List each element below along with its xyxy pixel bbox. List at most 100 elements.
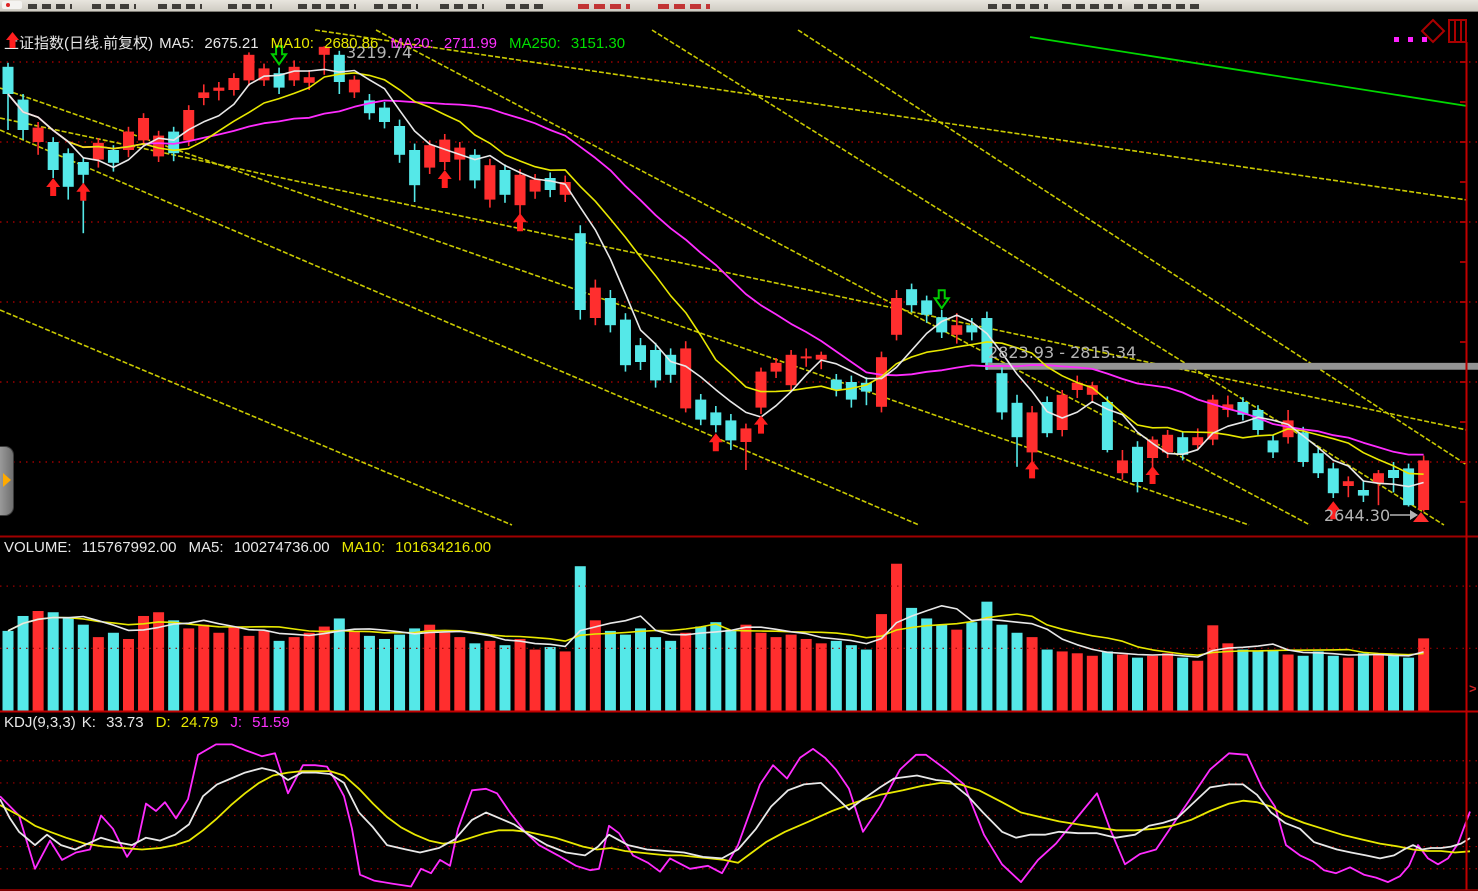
volume-bar — [379, 638, 390, 711]
trendline — [375, 29, 1311, 526]
candle-body — [830, 379, 842, 390]
candle-body — [589, 287, 601, 318]
volume-bar — [665, 640, 677, 711]
volume-bar — [1207, 625, 1219, 711]
candle-body — [1041, 402, 1053, 434]
candle-body — [650, 350, 662, 381]
candle-body — [348, 79, 360, 93]
ma10-line — [7, 72, 1424, 475]
candle-body — [32, 127, 44, 142]
ma20-legend: MA20: 2711.99 — [390, 35, 497, 52]
volume-bar — [32, 610, 44, 711]
ma250-line — [1029, 36, 1468, 107]
buy-signal-icon — [513, 213, 528, 232]
candle-body — [996, 373, 1008, 413]
candle-body — [936, 317, 948, 333]
volume-bar — [966, 622, 978, 711]
volume-bar — [800, 638, 812, 711]
menu-item-fragment[interactable] — [228, 4, 272, 9]
menu-bar[interactable] — [0, 0, 1478, 12]
volume-bar — [785, 634, 797, 711]
candle-body — [1116, 460, 1128, 474]
buy-signal-icon — [1145, 466, 1160, 484]
candle-body — [815, 354, 827, 360]
menu-item-fragment[interactable] — [1062, 4, 1122, 9]
volume-bar — [168, 620, 180, 711]
volume-bar — [1192, 660, 1204, 711]
volume-bar — [921, 618, 933, 711]
candle-body — [62, 153, 74, 187]
volume-bar — [845, 645, 857, 711]
candle-body — [409, 150, 421, 186]
volume-bar — [1357, 653, 1369, 711]
candle-body — [981, 318, 993, 363]
app-logo-icon — [2, 1, 22, 9]
candle-body — [1372, 473, 1384, 483]
kdj-panel-legend: KDJ(9,3,3) K: 33.73 D: 24.79 J: 51.59 — [4, 714, 302, 731]
menu-item-fragment[interactable] — [28, 4, 72, 9]
candle-body — [785, 354, 797, 386]
menu-item-fragment[interactable] — [440, 4, 484, 9]
menu-item-fragment[interactable] — [374, 4, 418, 9]
ma20-line — [7, 93, 1424, 456]
volume-bar — [363, 635, 375, 711]
menu-button-fragment[interactable] — [658, 4, 710, 9]
volume-legend: VOLUME: 115767992.00 — [4, 539, 177, 556]
menu-item-fragment[interactable] — [1134, 4, 1204, 9]
menu-item-fragment[interactable] — [158, 4, 202, 9]
volume-bar — [348, 630, 360, 711]
diamond-icon[interactable] — [1420, 18, 1446, 44]
volume-bar — [1026, 637, 1038, 711]
candle-body — [394, 126, 406, 155]
menu-item-fragment[interactable] — [92, 4, 136, 9]
candle-body — [1327, 468, 1339, 494]
volume-bar — [559, 651, 571, 711]
candle-body — [1357, 490, 1369, 496]
candle-body — [303, 77, 315, 83]
volume-bar — [1177, 657, 1189, 711]
sell-signal-icon — [932, 289, 951, 310]
candle-body — [168, 131, 180, 154]
more-options-icon[interactable] — [1394, 37, 1428, 43]
volume-bar — [755, 632, 767, 711]
volume-panel-legend: VOLUME: 115767992.00 MA5: 100274736.00 MA1… — [4, 539, 503, 556]
candle-body — [1147, 439, 1159, 458]
candle-body — [1056, 394, 1068, 430]
candle-body — [1192, 437, 1204, 446]
menu-button-fragment[interactable] — [578, 4, 630, 9]
candle-body — [17, 99, 29, 130]
price-band — [985, 362, 1478, 370]
ma250-legend: MA250: 3151.30 — [509, 35, 626, 52]
volume-bar — [574, 566, 586, 711]
candle-body — [680, 348, 692, 409]
scroll-right-glyph[interactable]: > — [1469, 681, 1477, 696]
candle-body — [695, 399, 707, 420]
tile-windows-icon[interactable] — [1448, 19, 1467, 43]
menu-item-fragment[interactable] — [298, 4, 356, 9]
d-legend: D: 24.79 — [155, 714, 219, 731]
band-range-label: 2823.93 - 2815.34 — [988, 343, 1136, 362]
volume-bar — [1237, 649, 1249, 711]
buy-signal-icon — [1025, 460, 1040, 479]
candle-body — [379, 107, 390, 122]
menu-item-fragment[interactable] — [506, 4, 546, 9]
volume-ma10-legend: MA10: 101634216.00 — [341, 539, 492, 556]
volume-bar — [996, 624, 1008, 711]
candle-body — [544, 178, 556, 190]
volume-bar — [1403, 657, 1415, 711]
panel-expand-handle[interactable] — [0, 446, 14, 516]
volume-bar — [77, 624, 89, 711]
volume-ma-lines — [7, 604, 1424, 658]
candle-body — [604, 298, 616, 326]
volume-bar — [875, 614, 887, 711]
candle-body — [1132, 446, 1143, 482]
expand-arrow-icon — [3, 473, 11, 487]
candle-body — [619, 319, 631, 366]
trendline — [651, 29, 1445, 526]
menu-item-fragment[interactable] — [988, 4, 1048, 9]
candle-body — [273, 73, 285, 88]
volume-bar — [544, 647, 556, 711]
candle-body — [1026, 412, 1038, 453]
